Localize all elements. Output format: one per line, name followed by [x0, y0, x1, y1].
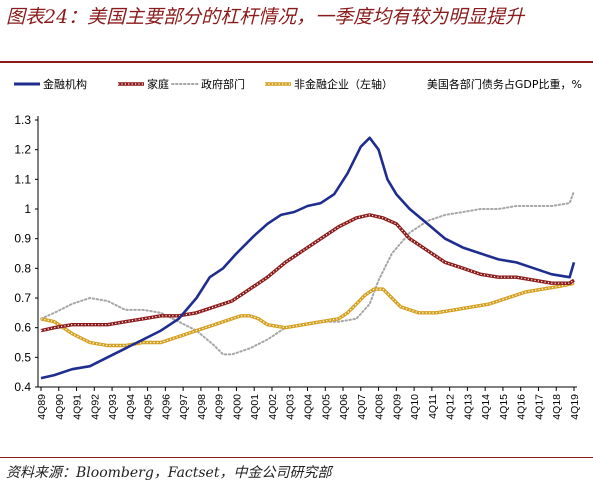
series-bead-overlay-3	[40, 282, 575, 347]
legend-label: 非金融企业（左轴）	[294, 77, 393, 91]
x-tick-label: 4Q04	[303, 394, 315, 420]
series-line-3	[40, 281, 575, 348]
x-tick-label: 4Q96	[160, 394, 172, 420]
y-tick-label: 0.5	[14, 350, 31, 364]
y-tick-label: 1.3	[14, 113, 31, 127]
x-tick-label: 4Q01	[249, 394, 261, 420]
x-tick-label: 4Q19	[569, 394, 581, 420]
x-tick-label: 4Q00	[231, 394, 243, 420]
series-layer	[40, 136, 576, 380]
x-tick-label: 4Q99	[214, 394, 226, 420]
x-tick-label: 4Q06	[338, 394, 350, 420]
axes: 0.4 0.5 0.6 0.7 0.8 0.9 1 1.1 1.2 1.3 4Q89 4Q90 4Q91…	[14, 113, 581, 420]
x-tick-label: 4Q14	[480, 394, 492, 420]
y-tick-label: 1	[24, 202, 31, 216]
y-tick-label: 0.8	[14, 261, 31, 275]
footer-rule	[0, 457, 593, 458]
series-line-0	[40, 136, 576, 380]
y-tick-label: 1.1	[14, 172, 31, 186]
x-tick-label: 4Q10	[409, 394, 421, 420]
legend-note: 美国各部门债务占GDP比重，%	[427, 77, 582, 91]
legend-label: 家庭	[147, 77, 169, 91]
x-tick-label: 4Q93	[107, 394, 119, 420]
chart-title: 图表24：美国主要部分的杠杆情况，一季度均有较为明显提升	[6, 6, 525, 28]
series-line-1	[40, 213, 575, 333]
line-chart: 金融机构 家庭 政府部门 非金融企业（左轴） 美国各部门债务占GDP比重，% 0.40.…	[14, 77, 582, 420]
legend-label: 政府部门	[201, 77, 245, 91]
title-rule	[0, 61, 593, 63]
x-tick-label: 4Q07	[356, 394, 368, 420]
y-tick-label: 0.4	[14, 380, 31, 394]
x-tick-label: 4Q91	[72, 394, 84, 420]
x-tick-label: 4Q16	[516, 394, 528, 420]
x-tick-label: 4Q18	[551, 394, 563, 420]
y-tick-label: 0.6	[14, 321, 31, 335]
x-tick-label: 4Q05	[320, 394, 332, 420]
x-tick-label: 4Q11	[427, 394, 439, 419]
y-tick-label: 0.7	[14, 291, 31, 305]
x-tick-label: 4Q08	[374, 394, 386, 420]
x-tick-label: 4Q17	[533, 394, 545, 420]
x-tick-label: 4Q02	[267, 394, 279, 420]
x-tick-label: 4Q15	[498, 394, 510, 420]
x-tick-label: 4Q97	[178, 394, 190, 420]
x-tick-label: 4Q12	[445, 394, 457, 420]
x-tick-label: 4Q09	[391, 394, 403, 420]
series-bead-overlay-1	[40, 214, 575, 332]
source-note: 资料来源：Bloomberg，Factset，中金公司研究部	[6, 465, 332, 481]
x-tick-label: 4Q95	[143, 394, 155, 420]
x-tick-label: 4Q98	[196, 394, 208, 420]
x-tick-label: 4Q13	[462, 394, 474, 420]
series-line-2	[40, 190, 575, 356]
legend-label: 金融机构	[43, 77, 87, 91]
x-tick-label: 4Q03	[285, 394, 297, 420]
legend: 金融机构 家庭 政府部门 非金融企业（左轴） 美国各部门债务占GDP比重，%	[14, 77, 582, 91]
y-tick-label: 0.9	[14, 232, 31, 246]
y-tick-label: 1.2	[14, 143, 31, 157]
x-tick-label: 4Q89	[36, 394, 48, 420]
x-tick-label: 4Q92	[89, 394, 101, 420]
x-tick-label: 4Q90	[54, 394, 66, 420]
x-tick-label: 4Q94	[125, 394, 137, 420]
